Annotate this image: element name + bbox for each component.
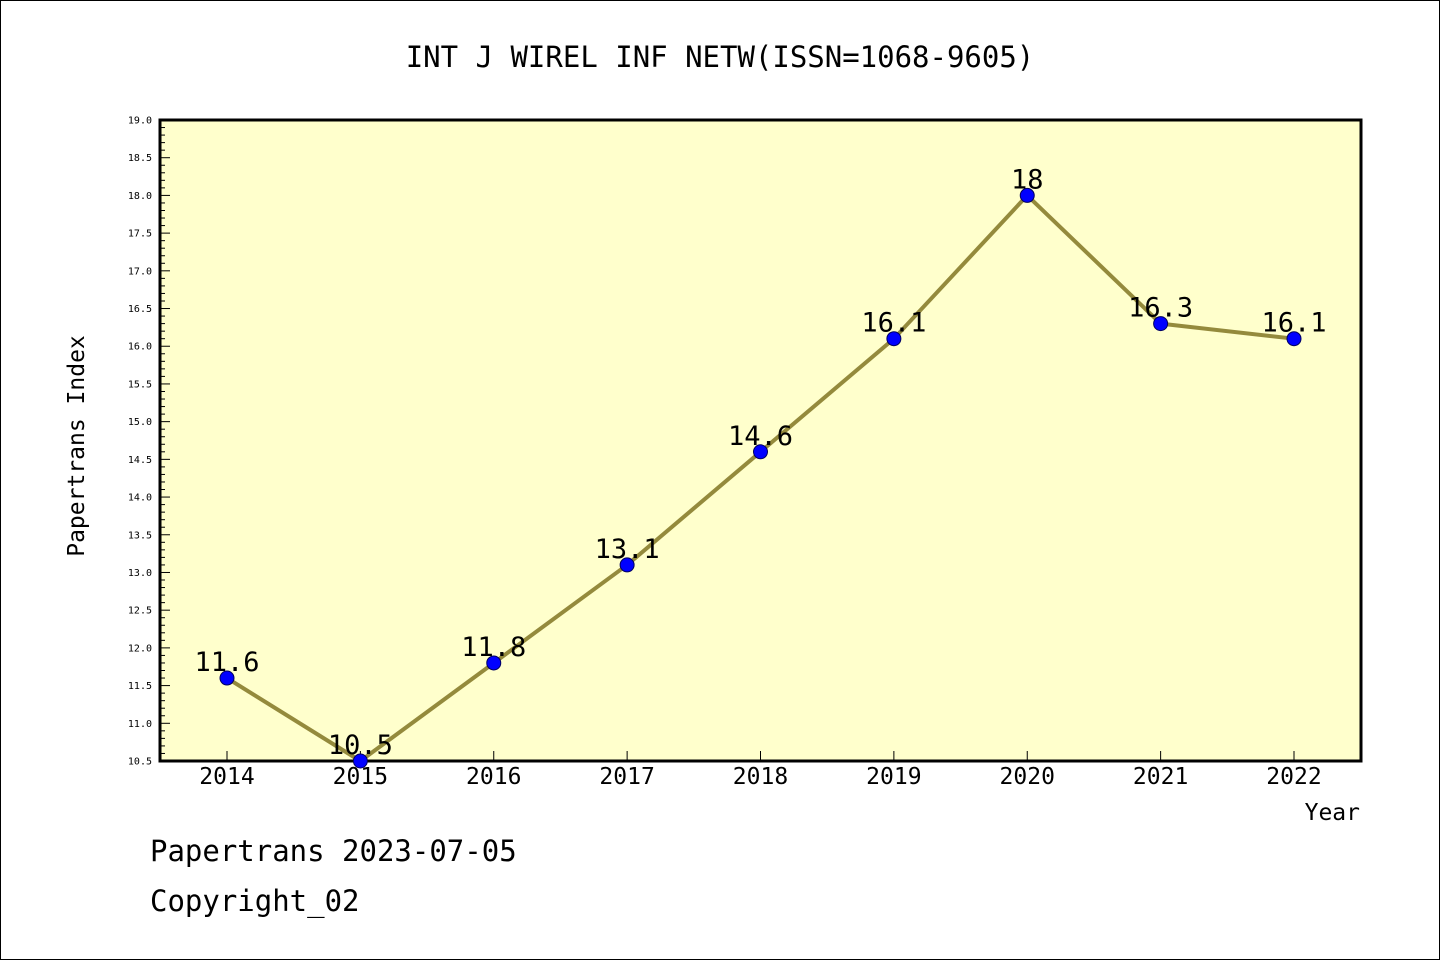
x-axis: 2014 2015 2016 2017 2018 2019 2020 2021 2022 [199,751,1322,790]
data-point [1019,187,1035,203]
y-tick-label: 18.0 [128,191,152,202]
series-layer: 11.6 10.5 11.8 13.1 14.6 16.1 18 16.3 16.1 [194,164,1327,769]
y-tick-label: 15.5 [128,379,152,390]
x-tick-label: 2021 [1133,764,1188,790]
y-tick-label: 10.5 [128,757,152,768]
y-tick-label: 18.5 [128,153,152,164]
x-tick-label: 2018 [733,764,788,790]
x-axis-label: Year [1305,800,1360,826]
x-tick-label: 2014 [199,764,254,790]
footer-date-label: Papertrans 2023-07-05 [150,834,517,868]
data-point [753,444,768,460]
data-label: 16.3 [1128,293,1193,324]
data-point [486,655,502,671]
x-tick-label: 2022 [1266,764,1321,790]
y-tick-label: 17.0 [128,266,152,277]
data-label: 13.1 [595,534,660,565]
y-tick-label: 12.5 [128,606,152,617]
data-label: 16.1 [861,308,926,339]
y-tick-label: 13.5 [128,530,152,541]
data-label: 11.6 [194,647,259,678]
y-axis-label: Papertrans Index [64,335,90,557]
chart-title: INT J WIREL INF NETW(ISSN=1068-9605) [406,40,1035,74]
footer-copyright: Copyright_02 [150,884,360,918]
x-tick-label: 2017 [599,764,654,790]
data-point [219,670,235,686]
y-tick-label: 11.0 [128,719,152,730]
y-tick-label: 16.5 [128,304,152,315]
data-point [886,331,902,347]
data-label: 14.6 [728,421,793,452]
data-point [1286,331,1302,347]
y-tick-label: 17.5 [128,229,152,240]
data-label: 11.8 [461,632,526,663]
x-tick-label: 2020 [1000,764,1055,790]
y-tick-label: 11.5 [128,681,152,692]
y-tick-label: 15.0 [128,417,152,428]
x-tick-label: 2019 [866,764,921,790]
x-tick-label: 2016 [466,764,521,790]
data-point [1153,316,1169,332]
data-label: 18 [1011,164,1044,195]
y-tick-label: 13.0 [128,568,152,579]
y-tick-label: 14.0 [128,493,152,504]
data-label: 16.1 [1261,308,1326,339]
y-axis: 10.5 11.0 11.5 12.0 12.5 13.0 13.5 14.0 14.5 15.0… [128,116,170,768]
data-point [619,557,635,573]
y-tick-label: 19.0 [128,116,152,127]
data-point [352,753,368,769]
y-tick-label: 14.5 [128,455,152,466]
plot-area [158,118,1363,763]
y-tick-label: 12.0 [128,643,152,654]
data-label: 10.5 [328,730,393,761]
y-tick-label: 16.0 [128,342,152,353]
